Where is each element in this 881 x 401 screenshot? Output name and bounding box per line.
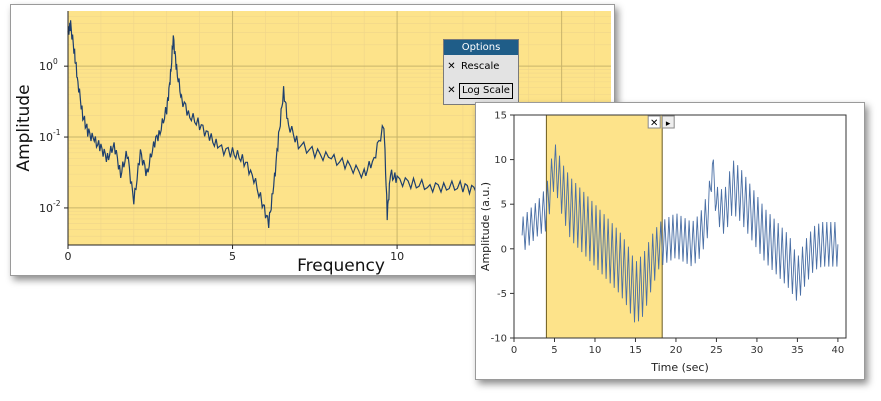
y-axis-label: Amplitude — [14, 84, 34, 171]
y-tick-exponent: -1 — [53, 128, 61, 137]
plot-frame — [513, 114, 847, 339]
x-tick-label: 10 — [390, 250, 404, 263]
y-tick-label: -10 — [491, 334, 507, 345]
x-axis-label: Time (sec) — [650, 361, 709, 374]
y-tick-label: 10 — [39, 131, 53, 144]
y-tick-exponent: -2 — [53, 199, 61, 208]
x-tick-label: 40 — [832, 345, 845, 356]
rescale-option[interactable]: ✕ Rescale — [446, 58, 516, 76]
y-tick-label: -5 — [497, 289, 507, 300]
selection-close-button[interactable] — [647, 115, 661, 129]
y-tick-label: 5 — [501, 200, 507, 211]
x-tick-label: 10 — [589, 345, 602, 356]
selection-menu-button[interactable] — [661, 115, 675, 129]
y-tick-label: 10 — [494, 155, 507, 166]
signal-line — [521, 144, 839, 323]
x-axis-label: Frequency — [297, 256, 385, 275]
x-tick-label: 35 — [791, 345, 804, 356]
options-menu-title: Options — [444, 40, 518, 55]
y-axis-label: Amplitude (a.u.) — [479, 182, 492, 271]
arrow-right-icon[interactable]: ▸ — [666, 119, 671, 129]
close-icon[interactable]: ✕ — [650, 118, 658, 129]
x-tick-label: 30 — [751, 345, 764, 356]
x-tick-label: 20 — [670, 345, 683, 356]
log-scale-option[interactable]: ✕ Log Scale — [446, 82, 516, 100]
x-tick-label: 0 — [511, 345, 517, 356]
x-tick-label: 0 — [65, 250, 72, 263]
x-tick-label: 5 — [229, 250, 236, 263]
time-series-chart[interactable]: 0 5 10 15 20 25 30 35 40 15 10 5 0 -5 -10 Time (sec) Amp… — [476, 103, 864, 379]
y-tick-label: 0 — [501, 244, 507, 255]
rescale-check-icon[interactable]: ✕ — [447, 61, 456, 72]
rescale-label: Rescale — [461, 61, 500, 72]
time-series-plot-window[interactable]: 0 5 10 15 20 25 30 35 40 15 10 5 0 -5 -10 Time (sec) Amp… — [475, 102, 865, 380]
x-tick-label: 15 — [629, 345, 642, 356]
y-tick-label: 10 — [39, 202, 53, 215]
y-tick-exponent: 0 — [53, 57, 58, 66]
x-tick-label: 5 — [551, 345, 557, 356]
log-scale-check-icon[interactable]: ✕ — [447, 85, 456, 96]
y-tick-label: 10 — [39, 60, 53, 73]
options-menu[interactable]: Options ✕ Rescale ✕ Log Scale — [443, 39, 519, 105]
y-tick-label: 15 — [494, 111, 507, 122]
x-tick-label: 25 — [710, 345, 723, 356]
log-scale-label: Log Scale — [459, 83, 513, 99]
